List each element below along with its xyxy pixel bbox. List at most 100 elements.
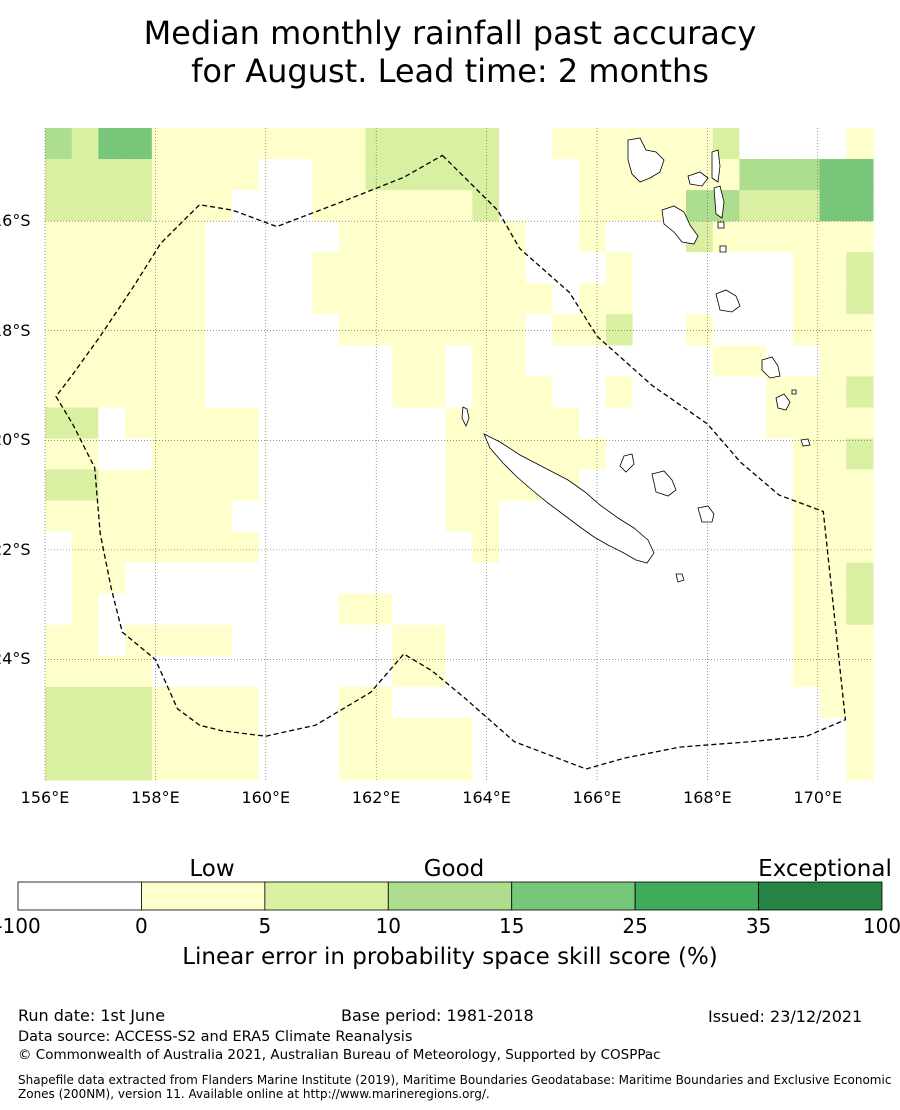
skill-cell [819, 221, 847, 253]
skill-cell [338, 655, 367, 688]
skill-cell [792, 686, 821, 719]
graticule [44, 128, 873, 780]
colorbar-tick-label: 10 [375, 914, 402, 938]
skill-cell [579, 128, 607, 160]
skill-cell [45, 686, 73, 719]
skill-cell [739, 531, 767, 564]
skill-cell [392, 190, 420, 222]
skill-cell [445, 717, 473, 750]
skill-cell [846, 469, 874, 502]
skill-cell [205, 655, 233, 688]
skill-cell [819, 283, 847, 315]
skill-cell [792, 283, 821, 315]
skill-cell [712, 314, 741, 346]
skill-cell [98, 469, 126, 502]
skill-cell [338, 283, 367, 315]
skill-cell [231, 407, 260, 440]
skill-cell [659, 624, 687, 657]
skill-cell [659, 593, 687, 626]
skill-cell [739, 748, 767, 781]
skill-cell [365, 221, 393, 253]
skill-cell [846, 686, 874, 719]
skill-cell [525, 345, 554, 377]
skill-cell [579, 252, 607, 284]
skill-cell [659, 438, 687, 471]
skill-cell [205, 314, 233, 346]
skill-cell [418, 748, 447, 781]
skill-cell [312, 469, 340, 502]
skill-cell [445, 500, 473, 533]
skill-cell [445, 314, 473, 346]
skill-cell [686, 655, 714, 688]
skill-cell [552, 655, 580, 688]
skill-cell [45, 345, 73, 377]
skill-cell [392, 128, 420, 160]
skill-cell [312, 717, 340, 750]
skill-cell [45, 407, 73, 440]
skill-cell [338, 717, 367, 750]
skill-cell [125, 593, 153, 626]
skill-cell [605, 562, 634, 595]
skill-cell [392, 283, 420, 315]
skill-cell [45, 221, 73, 253]
skill-cell [712, 469, 741, 502]
skill-cell [445, 345, 473, 377]
skill-cell [125, 438, 153, 471]
longitude-tick-label: 158°E [131, 788, 180, 807]
skill-cell [338, 624, 367, 657]
skill-cell [205, 283, 233, 315]
skill-cell [632, 190, 660, 222]
skill-cell [125, 562, 153, 595]
skill-cell [766, 128, 794, 160]
latitude-tick-label: 22°S [0, 539, 31, 559]
skill-cell [71, 686, 100, 719]
skill-cell [392, 717, 420, 750]
skill-cell [178, 655, 206, 688]
skill-cell [739, 376, 767, 409]
skill-cell [686, 717, 714, 750]
skill-cell [312, 159, 340, 191]
skill-cell [285, 221, 313, 253]
skill-cell [739, 128, 767, 160]
skill-cell [766, 469, 794, 502]
skill-cell [178, 128, 206, 160]
skill-cell [258, 748, 286, 781]
skill-cell [151, 314, 180, 346]
skill-cell [392, 562, 420, 595]
skill-cell [418, 159, 447, 191]
skill-cell [125, 345, 153, 377]
longitude-tick-label: 166°E [572, 788, 622, 807]
skill-cell [472, 128, 500, 160]
skill-cell [285, 624, 313, 657]
skill-cell [525, 562, 554, 595]
skill-cell [231, 190, 260, 222]
skill-cell [205, 159, 233, 191]
skill-cell [525, 128, 554, 160]
skill-cell [579, 593, 607, 626]
skill-cell [418, 655, 447, 688]
skill-cell [125, 500, 153, 533]
skill-cell [71, 283, 100, 315]
skill-cell [392, 748, 420, 781]
skill-cell [525, 686, 554, 719]
skill-cell [792, 748, 821, 781]
skill-cell [819, 748, 847, 781]
skill-cell [285, 159, 313, 191]
skill-cell [579, 686, 607, 719]
skill-cell [98, 655, 126, 688]
skill-cell [205, 531, 233, 564]
skill-cell [525, 593, 554, 626]
skill-cell [632, 221, 660, 253]
copyright: © Commonwealth of Australia 2021, Austra… [18, 1047, 661, 1063]
skill-cell [686, 438, 714, 471]
skill-cell [98, 438, 126, 471]
skill-cell [338, 314, 367, 346]
skill-cell [178, 252, 206, 284]
skill-cell [312, 345, 340, 377]
skill-cell [178, 283, 206, 315]
skill-cell [792, 562, 821, 595]
skill-cell [792, 159, 821, 191]
skill-cell [712, 655, 741, 688]
skill-cell [205, 190, 233, 222]
skill-cell [98, 159, 126, 191]
